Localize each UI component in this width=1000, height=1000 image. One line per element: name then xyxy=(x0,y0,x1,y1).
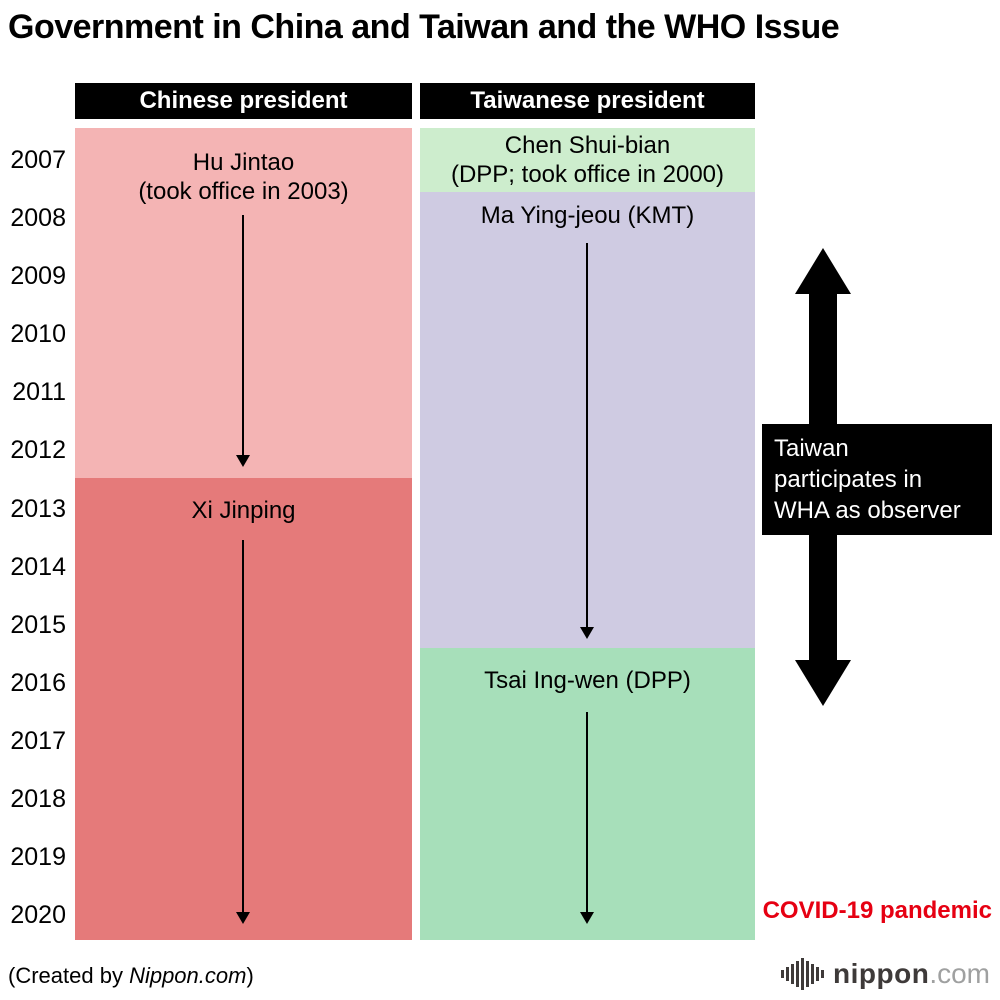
year-label-2019: 2019 xyxy=(10,843,66,871)
president-name: Xi Jinping xyxy=(191,497,296,524)
logo-wordmark: nippon xyxy=(833,958,930,989)
nippon-logo: nippon .com xyxy=(781,956,990,992)
term-arrow-ma xyxy=(580,243,594,639)
year-label-2007: 2007 xyxy=(10,146,66,174)
page-title: Government in China and Taiwan and the W… xyxy=(8,8,840,46)
president-note: (DPP; took office in 2000) xyxy=(450,161,725,188)
term-arrow-tsai xyxy=(580,712,594,924)
logo-tld: .com xyxy=(929,958,990,989)
year-label-2014: 2014 xyxy=(10,553,66,581)
year-label-2016: 2016 xyxy=(10,669,66,697)
column-header-taiwan: Taiwanese president xyxy=(420,83,755,119)
year-label-2018: 2018 xyxy=(10,785,66,813)
arrow-head-icon xyxy=(580,627,594,639)
logo-waveform-icon xyxy=(781,958,825,990)
president-name: Ma Ying-jeou (KMT) xyxy=(480,202,695,229)
arrow-shaft xyxy=(242,540,244,913)
term-arrow-xi xyxy=(236,540,250,924)
arrow-head-icon xyxy=(236,912,250,924)
credit-source: Nippon.com xyxy=(129,963,247,988)
president-name: Tsai Ing-wen (DPP) xyxy=(484,667,691,694)
year-label-2011: 2011 xyxy=(12,378,66,406)
covid-annotation: COVID-19 pandemic xyxy=(762,897,992,924)
term-arrow-hu xyxy=(236,215,250,467)
president-note: (took office in 2003) xyxy=(138,178,349,205)
year-label-2010: 2010 xyxy=(10,320,66,348)
arrow-head-icon xyxy=(580,912,594,924)
arrow-shaft xyxy=(242,215,244,456)
year-label-2009: 2009 xyxy=(10,262,66,290)
credit-line: (Created by Nippon.com) xyxy=(8,963,254,989)
year-label-2017: 2017 xyxy=(10,727,66,755)
year-label-2015: 2015 xyxy=(10,611,66,639)
credit-suffix: ) xyxy=(246,963,254,988)
arrow-shaft xyxy=(586,243,588,628)
president-name: Chen Shui-bian xyxy=(504,132,671,159)
wha-observer-label: Taiwan participates in WHA as observer xyxy=(762,424,992,535)
term-block-chen-shui-bian: Chen Shui-bian (DPP; took office in 2000… xyxy=(420,128,755,192)
arrow-up-icon xyxy=(795,248,851,294)
arrow-shaft xyxy=(586,712,588,913)
column-header-china: Chinese president xyxy=(75,83,412,119)
arrow-head-icon xyxy=(236,455,250,467)
arrow-down-icon xyxy=(795,660,851,706)
credit-prefix: (Created by xyxy=(8,963,130,988)
president-name: Hu Jintao xyxy=(192,149,295,176)
year-label-2013: 2013 xyxy=(10,495,66,523)
year-label-2012: 2012 xyxy=(10,436,66,464)
year-label-2020: 2020 xyxy=(10,901,66,929)
year-label-2008: 2008 xyxy=(10,204,66,232)
